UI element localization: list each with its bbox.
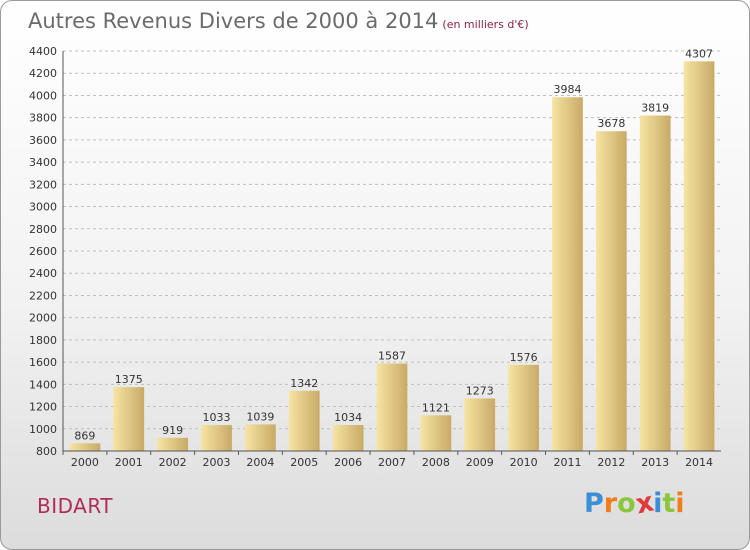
value-label-2010: 1576	[510, 351, 538, 364]
value-label-2011: 3984	[553, 83, 581, 96]
x-tick-label-2007: 2007	[378, 456, 406, 469]
chart-subtitle: (en milliers d'€)	[442, 18, 529, 31]
x-tick-label-2005: 2005	[290, 456, 318, 469]
x-tick-label-2014: 2014	[685, 456, 713, 469]
bar-2000	[69, 443, 101, 451]
x-tick-label-2001: 2001	[115, 456, 143, 469]
bar-2011	[552, 97, 583, 451]
y-tick-label: 4400	[29, 45, 57, 58]
y-tick-label: 2200	[29, 289, 57, 302]
bar-2004	[245, 424, 276, 451]
y-tick-label: 800	[36, 445, 57, 458]
x-tick-label-2002: 2002	[159, 456, 187, 469]
x-tick-label-2012: 2012	[597, 456, 625, 469]
y-tick-label: 2400	[29, 267, 57, 280]
value-label-2000: 869	[74, 429, 95, 442]
x-tick-label-2000: 2000	[71, 456, 99, 469]
value-label-2001: 1375	[115, 373, 143, 386]
y-tick-label: 1400	[29, 378, 57, 391]
logo-letter: o	[617, 488, 636, 519]
value-label-2006: 1034	[334, 411, 362, 424]
x-tick-label-2013: 2013	[641, 456, 669, 469]
x-tick-label-2010: 2010	[510, 456, 538, 469]
y-tick-label: 1600	[29, 356, 57, 369]
bar-2012	[595, 131, 627, 451]
y-tick-label: 3800	[29, 112, 57, 125]
logo-letter: i	[675, 488, 685, 519]
y-tick-label: 1200	[29, 401, 57, 414]
bar-2014	[683, 61, 715, 451]
value-label-2013: 3819	[641, 102, 669, 115]
logo-letter: P	[584, 488, 604, 519]
proxiti-logo[interactable]: Proxiti	[584, 487, 685, 521]
y-tick-label: 1800	[29, 334, 57, 347]
y-tick-label: 2000	[29, 312, 57, 325]
bar-2007	[376, 363, 408, 451]
y-tick-label: 3200	[29, 178, 57, 191]
logo-letter: t	[662, 488, 676, 519]
y-tick-label: 2600	[29, 245, 57, 258]
bar-2010	[508, 364, 539, 451]
x-tick-label-2004: 2004	[246, 456, 274, 469]
x-tick-label-2011: 2011	[553, 456, 581, 469]
y-tick-label: 3400	[29, 156, 57, 169]
x-tick-label-2008: 2008	[422, 456, 450, 469]
bar-2001	[113, 387, 145, 451]
commune-name: BIDART	[37, 494, 114, 518]
value-label-2007: 1587	[378, 350, 406, 363]
logo-letter: r	[603, 488, 618, 519]
x-tick-label-2006: 2006	[334, 456, 362, 469]
y-tick-label: 2800	[29, 223, 57, 236]
y-tick-label: 3600	[29, 134, 57, 147]
bars	[69, 61, 715, 452]
value-labels: 869 1375 919 1033 1039 1342 1034 1587 1121 1273 15…	[74, 47, 713, 442]
logo-letter: i	[653, 488, 663, 519]
bar-2003	[201, 425, 232, 451]
x-tick-label-2003: 2003	[203, 456, 231, 469]
chart-title: Autres Revenus Divers de 2000 à 2014 (en …	[28, 9, 529, 33]
value-label-2002: 919	[162, 424, 183, 437]
bar-2002	[157, 437, 189, 451]
value-label-2009: 1273	[466, 384, 494, 397]
value-label-2003: 1033	[203, 411, 231, 424]
value-label-2005: 1342	[290, 377, 318, 390]
bar-2008	[420, 415, 452, 451]
y-tick-label: 4000	[29, 89, 57, 102]
x-tick-label-2009: 2009	[466, 456, 494, 469]
axes: 800 1000 1200 1400 1600 1800 2000 2200 2400 2600 2…	[29, 45, 721, 469]
value-label-2008: 1121	[422, 401, 450, 414]
bar-2006	[332, 425, 364, 451]
y-tick-label: 4200	[29, 67, 57, 80]
bar-2005	[288, 390, 320, 451]
value-label-2004: 1039	[246, 410, 274, 423]
y-tick-label: 3000	[29, 201, 57, 214]
y-tick-label: 1000	[29, 423, 57, 436]
bar-2013	[639, 115, 671, 452]
value-label-2014: 4307	[685, 47, 713, 60]
chart-title-text: Autres Revenus Divers de 2000 à 2014	[28, 9, 439, 33]
bar-2009	[464, 398, 496, 451]
value-label-2012: 3678	[597, 117, 625, 130]
